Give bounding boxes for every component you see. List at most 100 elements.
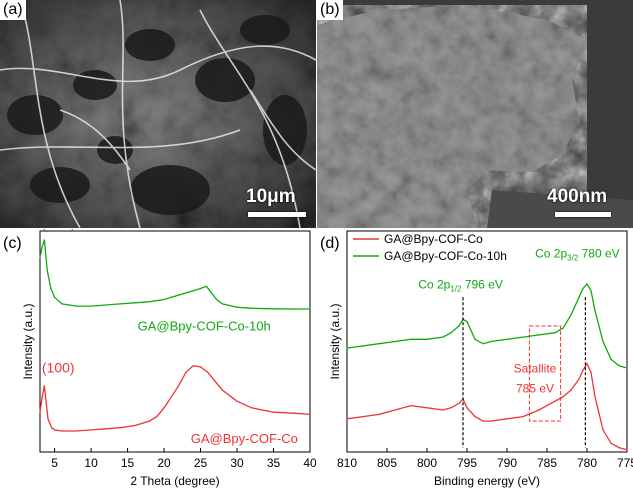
data-point: [214, 380, 216, 382]
data-point: [522, 416, 524, 418]
data-point: [45, 398, 47, 400]
x-tick-label: 20: [157, 456, 171, 470]
data-point: [41, 396, 43, 398]
xps-chart: 810 805 800 795 790 785 780 775 Binding energy (…: [328, 230, 633, 488]
data-point: [192, 365, 194, 367]
data-point: [442, 409, 444, 411]
data-point: [554, 332, 556, 334]
data-point: [346, 418, 348, 420]
data-point: [474, 338, 476, 340]
data-point: [618, 365, 620, 367]
x-tick-label: 25: [194, 456, 208, 470]
peak-label: (100): [42, 229, 75, 232]
x-tick-label: 790: [497, 456, 517, 470]
data-point: [54, 429, 56, 431]
data-point: [594, 396, 596, 398]
curve-label: GA@Bpy-COF-Co: [191, 431, 298, 446]
data-point: [578, 296, 580, 298]
x-axis-label: 2 Theta (degree): [130, 474, 219, 488]
series-line: [39, 239, 310, 310]
data-point: [47, 418, 49, 420]
x-tick-label: 780: [577, 456, 597, 470]
legend-label: GA@Bpy-COF-Co: [384, 232, 483, 246]
co-2p-3-2-label: Co 2p3/2 780 eV: [535, 247, 620, 263]
plot-frame: [39, 230, 311, 453]
data-point: [578, 378, 580, 380]
data-point: [562, 327, 564, 329]
peak-label: (100): [42, 359, 75, 375]
co-2p-1-2-label-prefix: Co 2p: [418, 277, 450, 291]
series-line: [346, 362, 628, 451]
x-tick-label: 775: [617, 456, 633, 470]
data-point: [272, 411, 275, 413]
data-point: [156, 416, 158, 418]
scale-label-a: 10μm: [246, 186, 296, 207]
data-point: [426, 338, 428, 340]
series-line: [346, 282, 628, 369]
data-point: [426, 407, 428, 409]
data-point: [626, 449, 628, 451]
data-point: [594, 310, 596, 312]
data-point: [538, 409, 540, 411]
data-point: [458, 325, 460, 327]
data-point: [450, 407, 452, 409]
scale-bar-a: [248, 212, 306, 217]
data-point: [43, 239, 46, 241]
x-tick-label: 40: [303, 456, 316, 470]
data-point: [170, 396, 172, 398]
data-point: [309, 413, 311, 415]
data-point: [221, 389, 223, 391]
data-point: [119, 427, 121, 429]
data-point: [466, 407, 468, 409]
co-2p-3-2-label-prefix: Co 2p: [535, 247, 567, 261]
satellite-label: Satallite: [514, 361, 557, 375]
data-point: [41, 245, 43, 248]
data-point: [538, 334, 540, 336]
co-2p-3-2-label-suffix: 780 eV: [578, 247, 619, 261]
data-point: [378, 413, 380, 415]
co-2p-1-2-label: Co 2p1/2 796 eV: [418, 277, 503, 293]
chart-c-panel: 5 10 15 20 25 30 35 40 2 Theta (degree) Intensity…: [0, 216, 317, 488]
data-point: [216, 298, 218, 301]
x-tick-label: 800: [417, 456, 437, 470]
data-point: [207, 371, 209, 373]
data-point: [590, 371, 592, 373]
data-point: [50, 287, 52, 290]
data-point: [410, 405, 412, 407]
sem-image-b: [317, 0, 633, 228]
data-point: [251, 407, 253, 409]
data-point: [119, 303, 121, 305]
data-point: [90, 429, 92, 431]
data-point: [39, 411, 41, 413]
data-point: [309, 308, 311, 310]
data-point: [442, 336, 444, 338]
data-point: [251, 307, 253, 309]
data-point: [43, 385, 46, 387]
data-point: [205, 285, 207, 287]
series-line: [39, 365, 311, 432]
x-axis-label: Binding energy (eV): [434, 474, 540, 488]
data-point: [105, 304, 107, 306]
data-point: [450, 332, 452, 334]
data-point: [199, 287, 202, 290]
data-point: [570, 314, 572, 316]
data-point: [362, 345, 364, 347]
data-point: [134, 302, 136, 304]
data-point: [570, 389, 572, 391]
data-point: [490, 340, 492, 343]
data-point: [61, 430, 63, 432]
data-point: [394, 340, 396, 343]
data-point: [470, 329, 472, 331]
data-point: [590, 290, 592, 292]
data-point: [272, 308, 275, 310]
data-point: [602, 340, 604, 343]
data-point: [626, 367, 628, 369]
data-point: [148, 420, 151, 422]
y-axis-label: Intensity (a.u.): [21, 303, 35, 379]
data-point: [562, 396, 564, 398]
data-point: [582, 369, 584, 371]
x-tick-label: 795: [457, 456, 477, 470]
data-point: [61, 303, 63, 305]
data-point: [618, 447, 620, 449]
data-point: [210, 292, 213, 294]
